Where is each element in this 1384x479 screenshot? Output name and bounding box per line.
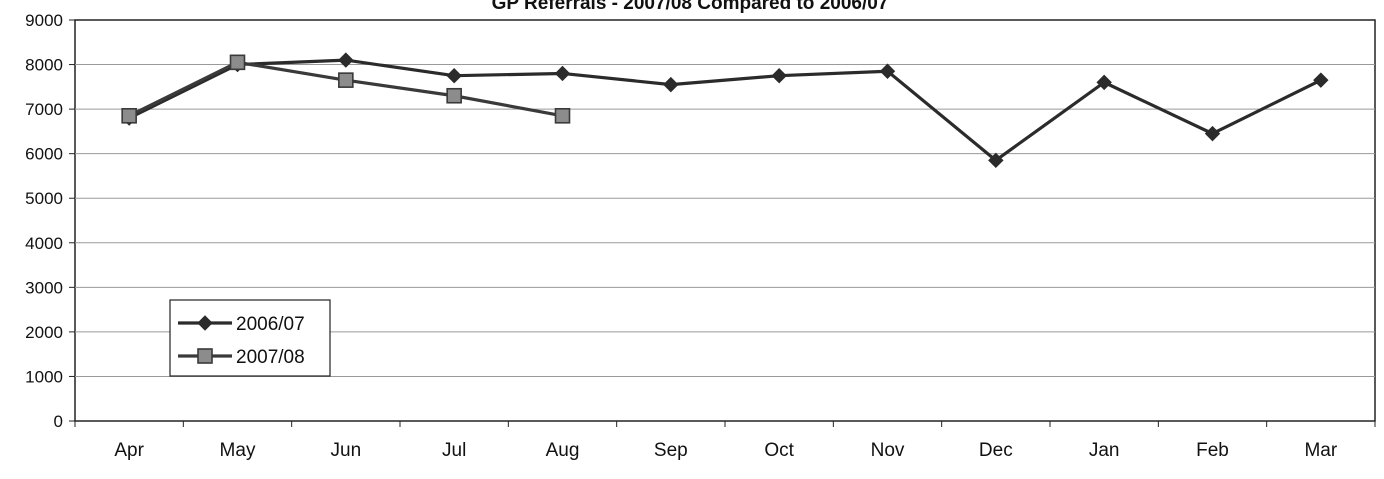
legend: 2006/07 2007/08 <box>169 299 331 377</box>
series-first <box>121 52 1329 169</box>
y-tick-label: 0 <box>54 412 63 431</box>
data-point-diamond <box>338 52 354 68</box>
y-axis: 0 1000 2000 3000 4000 5000 6000 7000 8000 9000 <box>25 11 75 431</box>
series-line <box>128 60 563 118</box>
x-tick-label: Sep <box>654 440 688 461</box>
data-point-diamond <box>446 67 462 84</box>
y-tick-label: 9000 <box>25 11 63 30</box>
legend-label: 2007/08 <box>236 347 305 368</box>
data-point-diamond <box>1204 125 1221 142</box>
legend-label: 2006/07 <box>236 314 305 335</box>
series-group <box>121 52 1329 169</box>
x-tick-label: Nov <box>871 440 905 461</box>
x-tick-label: Dec <box>979 440 1013 461</box>
chart-title: GP Referrals - 2007/08 Compared to 2006/… <box>492 0 889 14</box>
legend-marker-diamond <box>197 315 213 331</box>
x-tick-label: May <box>220 440 256 461</box>
data-point-diamond <box>1096 74 1112 91</box>
data-point-diamond <box>663 76 679 93</box>
x-tick-label: Jan <box>1089 440 1120 461</box>
data-point-diamond <box>771 67 787 84</box>
gridlines <box>75 64 1375 377</box>
x-tick-label: Apr <box>114 440 144 461</box>
x-axis: Apr May Jun Jul Aug Sep Oct Nov Dec Jan Feb Mar <box>74 421 1376 461</box>
data-point-square <box>554 107 571 124</box>
x-tick-label: Aug <box>546 440 580 461</box>
series-second <box>121 54 571 124</box>
y-tick-label: 6000 <box>25 145 63 164</box>
y-tick-label: 2000 <box>25 323 63 342</box>
x-tick-label: Feb <box>1196 440 1229 461</box>
x-tick-label: Jun <box>331 440 362 461</box>
data-point-diamond <box>1313 72 1329 88</box>
y-tick-label: 1000 <box>25 367 63 386</box>
y-tick-label: 8000 <box>25 56 63 75</box>
y-tick-label: 7000 <box>25 100 63 119</box>
data-point-diamond <box>879 63 896 79</box>
data-point-square <box>121 107 137 124</box>
series-line <box>128 58 1322 162</box>
x-tick-label: Mar <box>1304 440 1337 461</box>
legend-box <box>169 299 331 377</box>
data-point-square <box>446 87 462 104</box>
data-point-diamond <box>554 65 571 82</box>
data-point-square <box>338 72 354 88</box>
y-tick-label: 3000 <box>25 278 63 297</box>
y-tick-label: 5000 <box>25 189 63 208</box>
x-tick-label: Oct <box>764 440 794 461</box>
legend-marker-square <box>197 348 213 364</box>
data-point-diamond <box>988 152 1004 169</box>
x-tick-label: Jul <box>442 440 466 461</box>
data-point-square <box>229 54 246 71</box>
y-tick-label: 4000 <box>25 234 63 253</box>
